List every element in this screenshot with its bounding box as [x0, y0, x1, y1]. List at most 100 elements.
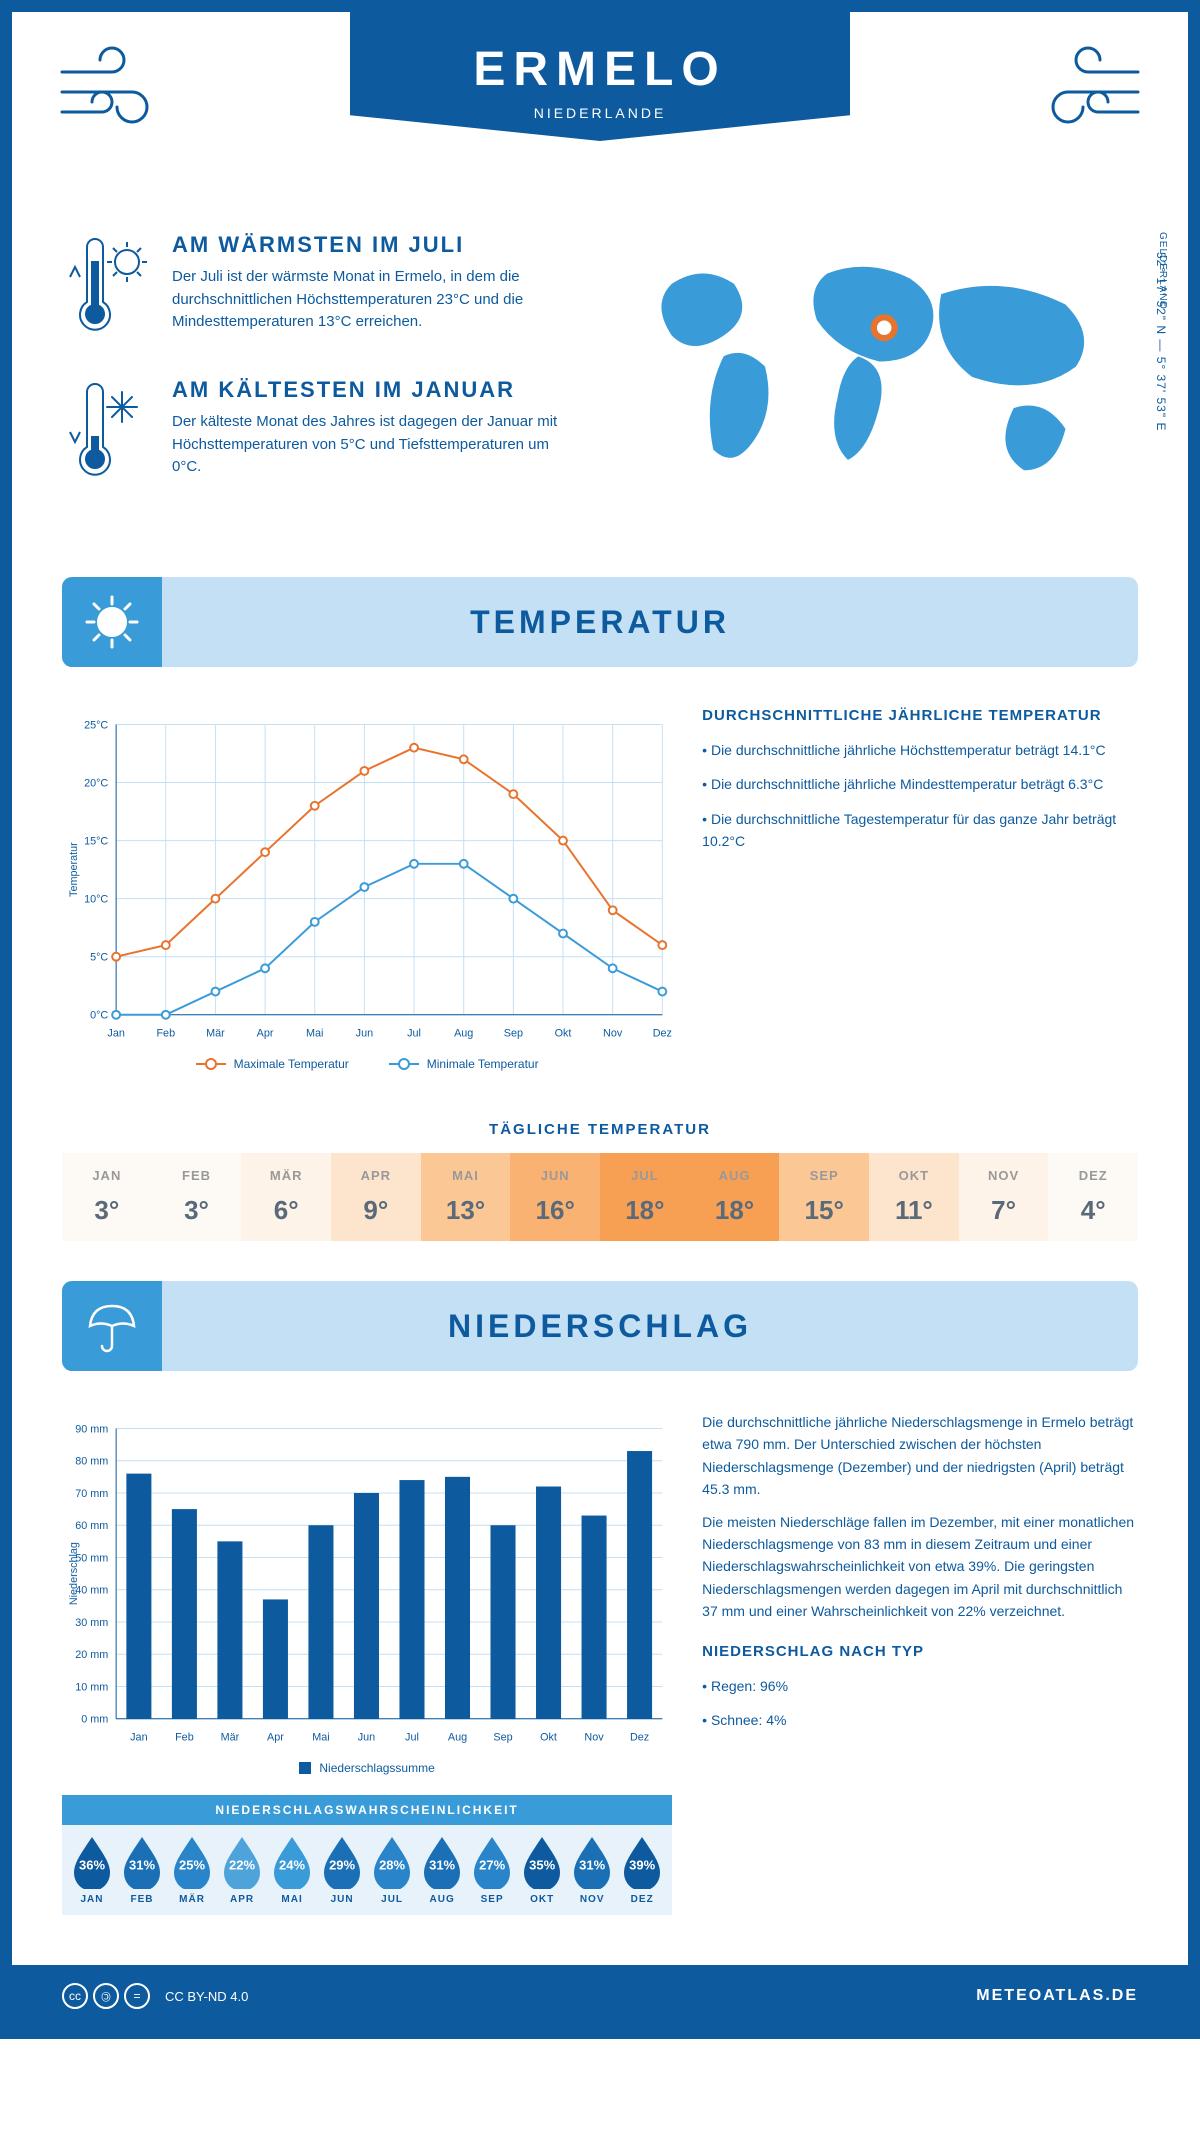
svg-text:15°C: 15°C: [84, 836, 108, 848]
world-map: [620, 232, 1138, 522]
precipitation-probability-panel: NIEDERSCHLAGSWAHRSCHEINLICHKEIT 36%JAN31…: [62, 1795, 672, 1915]
probability-cell: 22%APR: [217, 1835, 267, 1905]
precipitation-section-header: NIEDERSCHLAG: [62, 1281, 1138, 1371]
probability-title: NIEDERSCHLAGSWAHRSCHEINLICHKEIT: [62, 1795, 672, 1825]
warmest-text: Der Juli ist der wärmste Monat in Ermelo…: [172, 266, 580, 334]
city-title: ERMELO: [370, 42, 830, 97]
svg-text:Feb: Feb: [175, 1732, 194, 1744]
svg-text:10°C: 10°C: [84, 894, 108, 906]
precipitation-legend: Niederschlagssumme: [62, 1761, 672, 1775]
coldest-title: AM KÄLTESTEN IM JANUAR: [172, 377, 580, 403]
license-label: CC BY-ND 4.0: [165, 1989, 248, 2004]
temp-info-bullet: • Die durchschnittliche Tagestemperatur …: [702, 808, 1138, 853]
coordinates-label: 52° 17' 52" N — 5° 37' 53" E: [1154, 252, 1168, 431]
temperature-title: TEMPERATUR: [470, 604, 730, 641]
daily-temp-cell: AUG18°: [690, 1153, 780, 1241]
thermometer-cold-icon: [62, 377, 152, 492]
daily-temperature-table: JAN3°FEB3°MÄR6°APR9°MAI13°JUN16°JUL18°AU…: [62, 1153, 1138, 1241]
daily-temp-cell: OKT11°: [869, 1153, 959, 1241]
umbrella-icon: [62, 1281, 162, 1371]
daily-temp-cell: JAN3°: [62, 1153, 152, 1241]
svg-text:30 mm: 30 mm: [75, 1617, 108, 1629]
header: ERMELO NIEDERLANDE: [12, 12, 1188, 212]
temp-info-bullet: • Die durchschnittliche jährliche Mindes…: [702, 773, 1138, 795]
svg-text:Aug: Aug: [448, 1732, 467, 1744]
daily-temp-cell: MAI13°: [421, 1153, 511, 1241]
probability-cell: 31%FEB: [117, 1835, 167, 1905]
svg-text:Mär: Mär: [206, 1028, 225, 1040]
svg-text:0 mm: 0 mm: [81, 1714, 108, 1726]
daily-temp-cell: MÄR6°: [241, 1153, 331, 1241]
svg-text:Okt: Okt: [540, 1732, 557, 1744]
precip-type-bullet: • Schnee: 4%: [702, 1709, 1138, 1731]
daily-temp-title: TÄGLICHE TEMPERATUR: [12, 1121, 1188, 1138]
svg-text:Sep: Sep: [504, 1028, 523, 1040]
precipitation-bar-chart: 0 mm 10 mm 20 mm 30 mm 40 mm 50 mm 60 mm 70 mm 8…: [62, 1411, 672, 1751]
svg-text:80 mm: 80 mm: [75, 1456, 108, 1468]
svg-text:Nov: Nov: [603, 1028, 623, 1040]
probability-cell: 29%JUN: [317, 1835, 367, 1905]
svg-text:Jul: Jul: [405, 1732, 419, 1744]
precip-p2: Die meisten Niederschläge fallen im Deze…: [702, 1511, 1138, 1623]
probability-cell: 27%SEP: [467, 1835, 517, 1905]
daily-temp-cell: DEZ4°: [1048, 1153, 1138, 1241]
svg-text:Sep: Sep: [493, 1732, 512, 1744]
svg-text:Jun: Jun: [358, 1732, 375, 1744]
sun-icon: [62, 577, 162, 667]
precip-type-title: NIEDERSCHLAG NACH TYP: [702, 1643, 1138, 1660]
thermometer-hot-icon: [62, 232, 152, 347]
daily-temp-cell: JUN16°: [510, 1153, 600, 1241]
site-name: METEOATLAS.DE: [976, 1987, 1138, 2005]
probability-cell: 39%DEZ: [617, 1835, 667, 1905]
precipitation-info: Die durchschnittliche jährliche Niedersc…: [702, 1411, 1138, 1915]
temperature-line-chart: 0°C5°C10°C15°C20°C25°CJanFebMärAprMaiJun…: [62, 707, 672, 1047]
coldest-text: Der kälteste Monat des Jahres ist dagege…: [172, 411, 580, 479]
svg-text:Mai: Mai: [306, 1028, 323, 1040]
svg-text:70 mm: 70 mm: [75, 1488, 108, 1500]
svg-text:5°C: 5°C: [90, 952, 108, 964]
svg-text:50 mm: 50 mm: [75, 1553, 108, 1565]
svg-text:Nov: Nov: [584, 1732, 604, 1744]
svg-text:Dez: Dez: [630, 1732, 649, 1744]
temperature-legend: Maximale Temperatur Minimale Temperatur: [62, 1057, 672, 1071]
daily-temp-cell: FEB3°: [152, 1153, 242, 1241]
title-banner: ERMELO NIEDERLANDE: [350, 12, 850, 141]
legend-max-label: Maximale Temperatur: [234, 1057, 349, 1071]
probability-cell: 24%MAI: [267, 1835, 317, 1905]
footer: cc🄯= CC BY-ND 4.0 METEOATLAS.DE: [12, 1965, 1188, 2027]
svg-text:Okt: Okt: [555, 1028, 572, 1040]
svg-text:90 mm: 90 mm: [75, 1423, 108, 1435]
probability-cell: 36%JAN: [67, 1835, 117, 1905]
intro-section: AM WÄRMSTEN IM JULI Der Juli ist der wär…: [12, 212, 1188, 547]
svg-text:Feb: Feb: [156, 1028, 175, 1040]
svg-text:Jul: Jul: [407, 1028, 421, 1040]
daily-temp-cell: APR9°: [331, 1153, 421, 1241]
precipitation-title: NIEDERSCHLAG: [448, 1308, 752, 1345]
coldest-fact: AM KÄLTESTEN IM JANUAR Der kälteste Mona…: [62, 377, 580, 492]
cc-license-icons: cc🄯=: [62, 1983, 150, 2009]
svg-text:Apr: Apr: [257, 1028, 274, 1040]
svg-text:10 mm: 10 mm: [75, 1682, 108, 1694]
svg-text:Temperatur: Temperatur: [68, 842, 80, 897]
temperature-section-header: TEMPERATUR: [62, 577, 1138, 667]
svg-text:20 mm: 20 mm: [75, 1649, 108, 1661]
svg-text:Apr: Apr: [267, 1732, 284, 1744]
legend-precip-label: Niederschlagssumme: [319, 1761, 434, 1775]
svg-text:Jun: Jun: [356, 1028, 373, 1040]
probability-cell: 28%JUL: [367, 1835, 417, 1905]
svg-text:Aug: Aug: [454, 1028, 473, 1040]
daily-temp-cell: JUL18°: [600, 1153, 690, 1241]
svg-text:Jan: Jan: [130, 1732, 147, 1744]
probability-cell: 31%NOV: [567, 1835, 617, 1905]
daily-temp-cell: NOV7°: [959, 1153, 1049, 1241]
temp-info-bullet: • Die durchschnittliche jährliche Höchst…: [702, 739, 1138, 761]
country-subtitle: NIEDERLANDE: [370, 105, 830, 121]
svg-text:40 mm: 40 mm: [75, 1585, 108, 1597]
precip-p1: Die durchschnittliche jährliche Niedersc…: [702, 1411, 1138, 1501]
wind-icon-right: [1028, 42, 1148, 147]
legend-min-label: Minimale Temperatur: [427, 1057, 539, 1071]
svg-text:Niederschlag: Niederschlag: [68, 1542, 80, 1605]
svg-text:60 mm: 60 mm: [75, 1520, 108, 1532]
svg-text:Mär: Mär: [221, 1732, 240, 1744]
probability-cell: 35%OKT: [517, 1835, 567, 1905]
